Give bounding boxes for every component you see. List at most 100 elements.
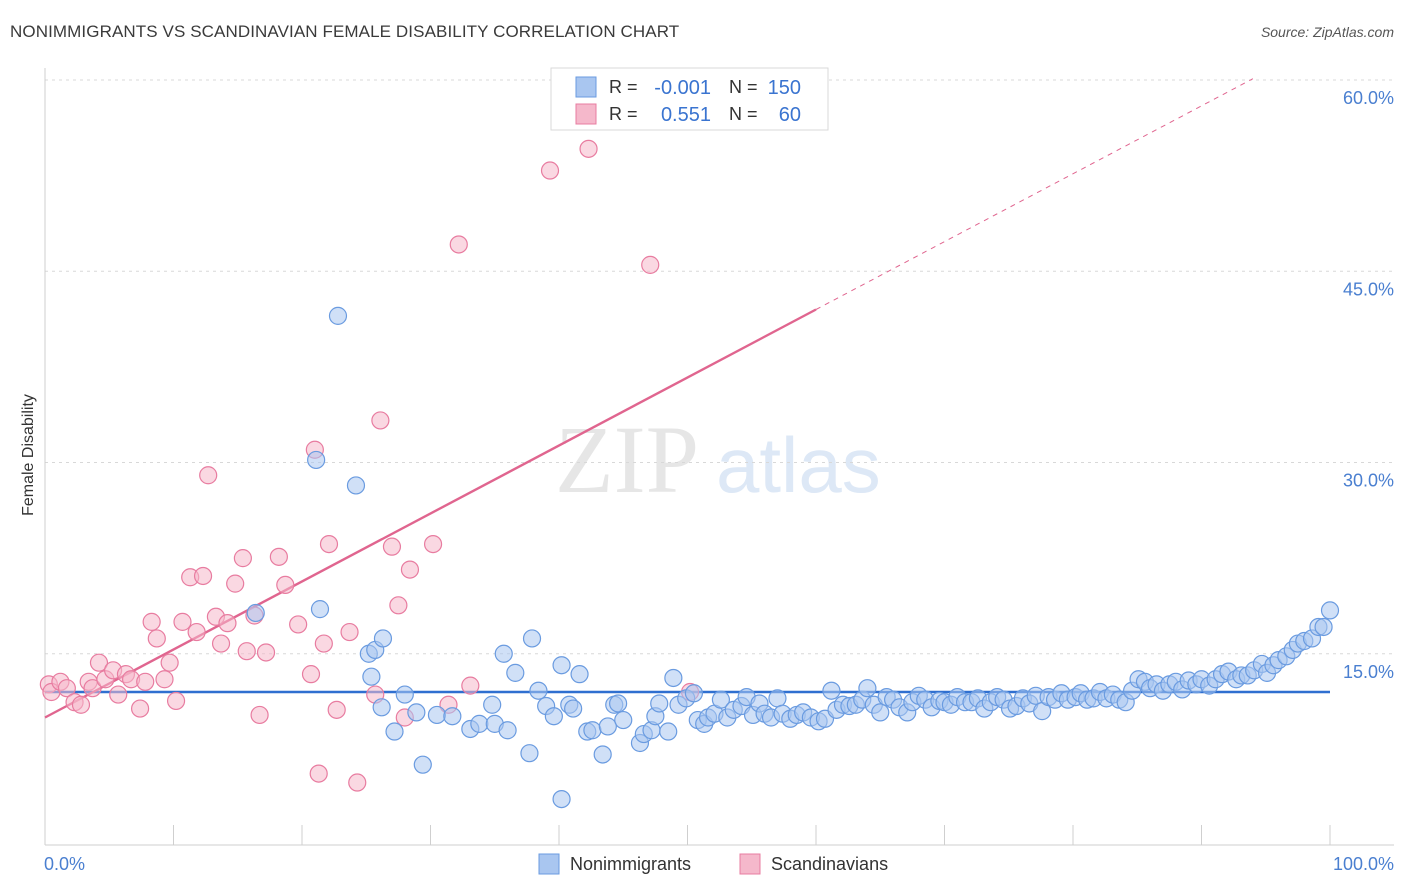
scandinavians-point-3 (57, 679, 76, 698)
scandinavians-point-54 (449, 235, 468, 254)
nonimmigrants-point-10 (395, 685, 414, 704)
legend-blue-r-label: R = (609, 77, 638, 97)
legend-bottom-nonimmigrants: Nonimmigrants (570, 854, 691, 874)
nonimmigrants-point-2 (328, 306, 348, 325)
nonimmigrants-point-9 (372, 698, 391, 717)
scandinavians-point-52 (423, 534, 443, 554)
nonimmigrants-point-24 (522, 629, 542, 648)
scandinavians-point-55 (461, 676, 480, 695)
nonimmigrants-point-15 (443, 707, 462, 726)
x-tick-label-max: 100.0% (1333, 854, 1394, 874)
gridlines (45, 79, 1394, 655)
scandinavians-point-17 (147, 629, 166, 648)
scandinavians-point-40 (309, 764, 328, 783)
nonimmigrants-point-0 (246, 603, 265, 623)
nonimmigrants-point-32 (570, 665, 589, 684)
nonimmigrants-point-17 (470, 714, 489, 733)
nonimmigrants-point-18 (483, 695, 502, 714)
nonimmigrants-point-77 (858, 679, 877, 698)
nonimmigrants-point-54 (711, 690, 731, 709)
scandinavians-point-20 (166, 691, 186, 711)
watermark-zip: ZIP (555, 406, 699, 513)
nonimmigrants-point-27 (544, 707, 563, 726)
scandinavians-point-49 (389, 596, 408, 615)
nonimmigrants-point-1 (307, 450, 326, 470)
nonimmigrants-point-3 (346, 476, 366, 495)
legend-blue-swatch (575, 76, 597, 98)
scandinavians-point-45 (348, 773, 367, 792)
trendlines (44, 78, 1330, 719)
trendline-scandinavians-1 (44, 308, 817, 719)
scandinavians-point-56 (540, 161, 560, 180)
scandinavians-point-19 (160, 653, 179, 672)
scandinavians-point-48 (382, 537, 402, 556)
scandinavians-point-33 (250, 705, 269, 725)
legend-top-box (550, 67, 829, 131)
scandinavians-point-23 (187, 622, 206, 642)
nonimmigrants-point-49 (684, 684, 704, 703)
source-label: Source: ZipAtlas.com (1260, 24, 1394, 40)
chart-title: NONIMMIGRANTS VS SCANDINAVIAN FEMALE DIS… (10, 22, 680, 41)
nonimmigrants-point-148 (1314, 617, 1333, 637)
scandinavians-point-27 (211, 634, 231, 653)
axes (44, 68, 1394, 846)
nonimmigrants-point-63 (768, 689, 787, 708)
legend-bottom-pink-swatch (739, 853, 761, 875)
nonimmigrants-point-22 (506, 663, 525, 682)
scandinavians-point-36 (276, 575, 295, 595)
scandinavians-points (39, 139, 700, 792)
nonimmigrants-point-38 (609, 694, 628, 713)
scandinavians-point-38 (301, 665, 321, 684)
scandinavians-point-58 (641, 255, 660, 274)
nonimmigrants-point-7 (373, 629, 393, 648)
nonimmigrants-point-4 (310, 600, 330, 619)
scandinavians-point-35 (269, 547, 288, 566)
scandinavians-point-21 (173, 612, 192, 631)
nonimmigrants-point-23 (520, 744, 539, 763)
scandinavians-point-34 (256, 643, 276, 662)
scandinavians-point-37 (289, 615, 308, 634)
scandinavians-point-8 (89, 653, 109, 672)
legend-bottom-scandinavians: Scandinavians (771, 854, 888, 874)
scandinavians-point-5 (71, 695, 91, 714)
scandinavians-point-42 (319, 534, 339, 554)
nonimmigrants-point-21 (494, 644, 513, 663)
legend-bottom: Nonimmigrants Scandinavians (538, 853, 888, 875)
nonimmigrants-point-12 (413, 755, 432, 774)
legend-blue-r-value: -0.001 (654, 77, 711, 99)
y-tick-label-2: 45.0% (1343, 279, 1394, 299)
scandinavians-point-30 (233, 549, 252, 568)
legend-blue-n-label: N = (729, 77, 758, 97)
nonimmigrants-point-20 (498, 721, 517, 740)
scandinavians-point-14 (130, 699, 150, 718)
scandinavians-point-16 (142, 612, 161, 631)
nonimmigrants-point-14 (427, 705, 447, 725)
trendline-scandinavians-2 (815, 78, 1254, 310)
nonimmigrants-point-79 (871, 703, 890, 722)
legend-bottom-blue-swatch (538, 853, 560, 875)
nonimmigrants-point-29 (552, 789, 571, 809)
scandinavians-point-44 (340, 622, 359, 642)
y-tick-label-3: 60.0% (1343, 88, 1394, 108)
scandinavians-point-7 (83, 679, 102, 698)
legend-pink-n-label: N = (729, 104, 758, 124)
nonimmigrants-point-149 (1320, 601, 1340, 620)
scandinavians-point-28 (218, 614, 237, 633)
nonimmigrants-point-31 (564, 699, 583, 718)
nonimmigrants-points (246, 306, 1340, 809)
y-axis-label: Female Disability (20, 394, 37, 516)
nonimmigrants-point-71 (822, 681, 841, 700)
scandinavians-point-31 (237, 642, 256, 661)
legend-top: R = -0.001 N = 150 R = 0.551 N = 60 (550, 67, 829, 131)
nonimmigrants-point-36 (598, 717, 617, 736)
y-tick-label-1: 30.0% (1343, 471, 1394, 491)
scandinavians-point-47 (371, 411, 390, 430)
scandinavians-point-41 (314, 634, 333, 653)
scandinavians-point-25 (199, 466, 218, 485)
legend-pink-swatch (575, 103, 597, 125)
legend-pink-r-value: 0.551 (661, 104, 711, 126)
nonimmigrants-point-34 (583, 721, 602, 740)
x-tick-label-min: 0.0% (44, 854, 85, 874)
scandinavians-point-24 (193, 566, 213, 586)
